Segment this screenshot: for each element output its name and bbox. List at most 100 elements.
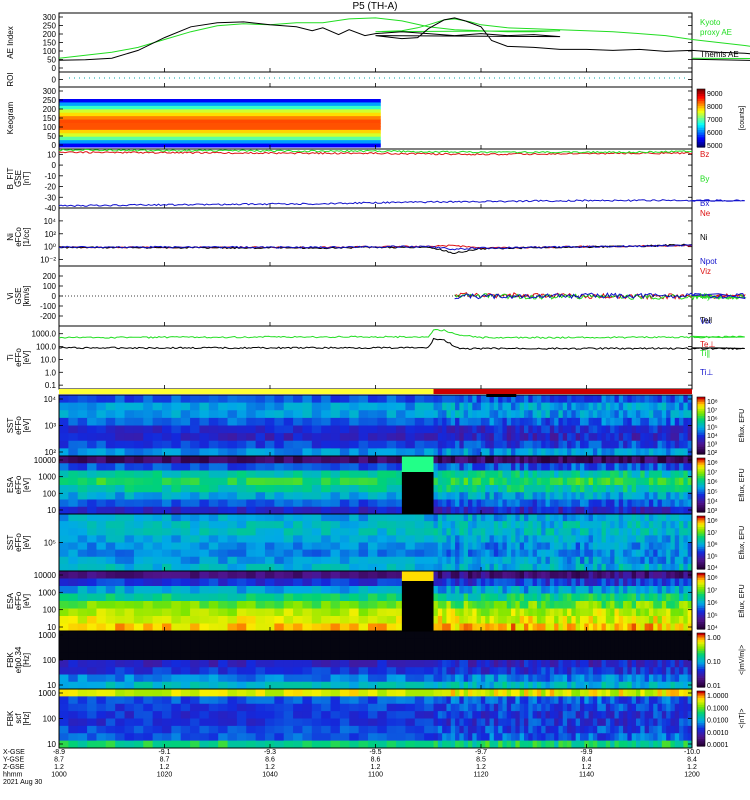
heat-cell-sst_electrons [661,514,667,522]
heat-cell-sst_electrons [463,549,469,558]
heat-cell-sst_ions [115,410,126,419]
heat-cell-sst_ions [670,410,676,419]
heat-cell-sst_electrons [631,542,637,551]
heat-cell-esa_electrons [199,608,210,617]
colorbar-segment-fbk_e [697,675,705,679]
heat-cell-sst_ions [424,417,435,426]
heat-cell-sst_electrons [161,528,172,536]
heat-cell-sst_electrons [679,549,684,558]
heat-cell-fbk_e [459,638,465,646]
colorbar-segment-sst_electrons [697,564,705,568]
heat-cell-fbk_b [161,718,172,727]
heat-cell-esa_ions [657,485,663,493]
heat-cell-esa_electrons [657,593,663,602]
heat-cell-sst_electrons [77,528,88,536]
heat-cell-esa_ions [674,470,680,479]
heat-cell-esa_electrons [666,616,671,624]
heat-cell-sst_electrons [321,514,332,522]
heat-cell-esa_ions [302,470,313,479]
heat-cell-esa_ions [437,463,443,471]
heat-cell-esa_electrons [670,593,676,602]
heat-cell-sst_ions [476,425,482,434]
heat-cell-esa_electrons [311,571,322,579]
heat-cell-esa_electrons [274,571,285,579]
heat-cell-esa_ions [635,506,641,515]
heat-cell-sst_electrons [442,556,447,565]
heat-cell-fbk_e [623,652,628,661]
heat-cell-esa_electrons [77,593,88,602]
heat-cell-sst_ions [446,395,452,404]
heat-cell-fbk_e [377,631,388,639]
colorbar-segment-sst_ions [697,439,705,443]
heat-cell-esa_electrons [87,593,97,602]
heat-cell-sst_ions [180,425,191,434]
heat-cell-fbk_e [592,631,598,639]
heat-cell-sst_electrons [592,549,598,558]
heat-cell-sst_electrons [545,528,551,536]
heat-cell-sst_electrons [246,556,257,565]
heat-cell-esa_ions [339,477,350,486]
heat-cell-sst_electrons [405,528,416,536]
heat-cell-fbk_e [152,674,163,683]
heat-cell-esa_ions [433,506,439,515]
heat-cell-fbk_e [480,638,486,646]
heat-cell-fbk_e [670,667,676,675]
heat-cell-sst_electrons [143,556,154,565]
heat-cell-fbk_e [459,667,465,675]
heat-cell-esa_electrons [648,616,654,624]
heat-cell-sst_ions [623,410,628,419]
heat-cell-fbk_b [437,689,443,697]
y-axis-label-bfield: GSE [14,170,23,187]
heat-cell-esa_ions [614,470,620,479]
heat-cell-esa_electrons [377,578,388,587]
heat-cell-sst_ions [321,433,332,442]
heat-cell-sst_ions [502,402,508,411]
heat-cell-esa_electrons [511,571,516,579]
heat-cell-sst_electrons [455,542,460,551]
heat-cell-sst_ions [450,402,456,411]
heat-cell-esa_ions [124,492,135,500]
heat-cell-fbk_b [679,689,684,697]
heat-cell-esa_electrons [545,608,551,617]
heat-cell-sst_ions [171,433,182,442]
heat-cell-fbk_e [506,638,512,646]
heat-cell-sst_electrons [683,542,689,551]
y-tick-label-esa_electrons: 10000 [34,571,57,580]
heat-cell-fbk_b [302,696,313,705]
heat-cell-fbk_e [631,667,637,675]
heat-cell-sst_ions [571,395,577,404]
heat-cell-esa_electrons [77,608,88,617]
heat-cell-esa_ions [588,456,594,464]
heat-cell-esa_ions [358,470,369,479]
heat-cell-fbk_e [96,674,107,683]
heat-cell-esa_ions [463,492,469,500]
heat-cell-sst_ions [199,433,210,442]
heat-cell-fbk_b [614,689,620,697]
heat-cell-fbk_e [264,652,275,661]
heat-cell-fbk_b [446,689,452,697]
heat-cell-esa_electrons [502,578,508,587]
heat-cell-esa_electrons [567,593,572,602]
heat-cell-esa_electrons [610,586,615,594]
heat-cell-fbk_b [592,689,598,697]
heat-cell-fbk_b [472,718,478,727]
heat-cell-sst_ions [674,417,680,426]
heat-cell-fbk_e [459,660,465,668]
heat-cell-fbk_e [199,667,210,675]
heat-cell-sst_electrons [274,556,285,565]
heat-cell-sst_ions [549,440,555,449]
heat-cell-esa_electrons [579,586,585,594]
heat-cell-esa_ions [480,477,486,486]
heat-cell-esa_electrons [437,616,443,624]
legend-entry-density: Ni [700,233,708,242]
heat-cell-sst_electrons [498,528,503,536]
heat-cell-esa_electrons [549,593,555,602]
heat-cell-sst_ions [377,425,388,434]
heat-cell-fbk_e [687,638,693,646]
heat-cell-esa_ions [450,477,456,486]
heat-cell-sst_ions [330,440,341,449]
colorbar-segment-keogram [697,142,705,146]
heat-cell-esa_electrons [618,586,624,594]
heat-cell-esa_electrons [683,601,689,609]
